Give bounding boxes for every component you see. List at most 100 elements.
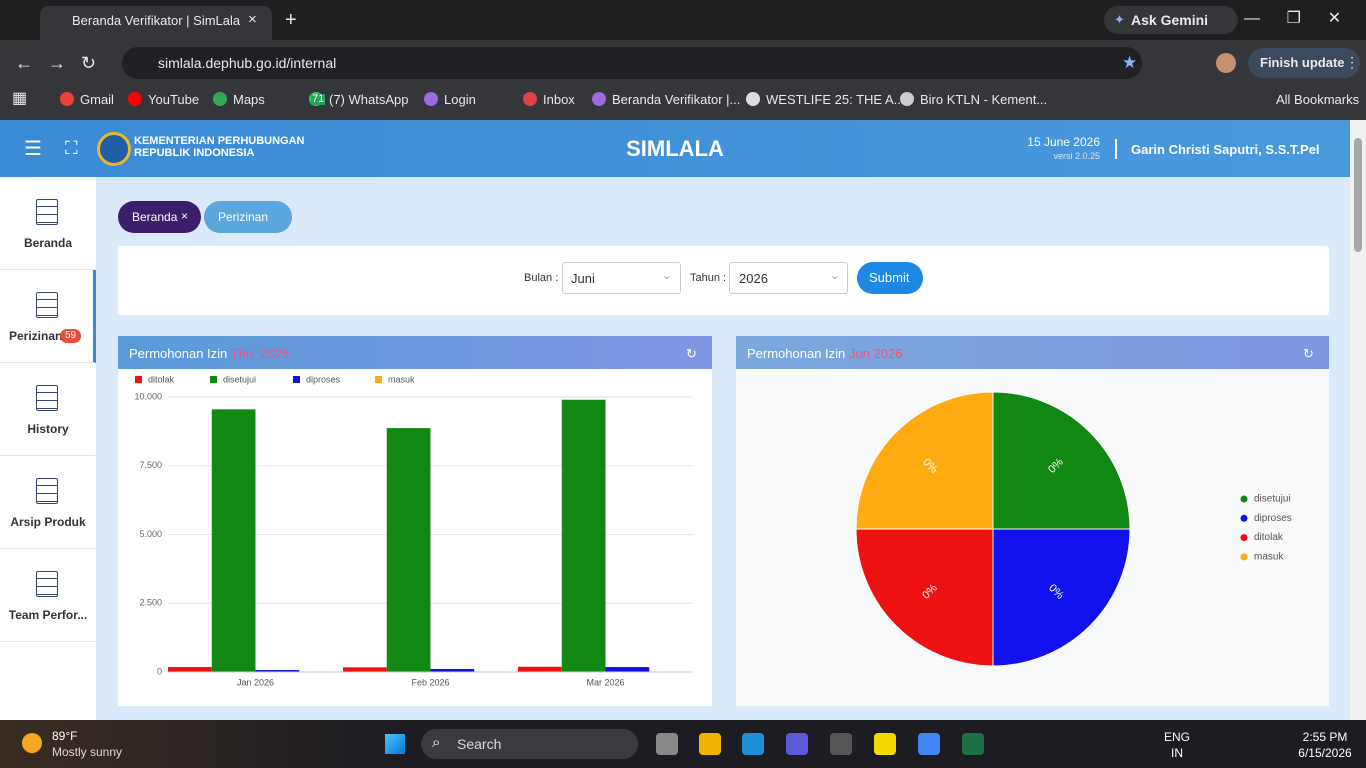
- app-name: SIMLALA: [626, 136, 724, 161]
- tab-beranda[interactable]: [118, 201, 201, 233]
- sidebar-item[interactable]: [0, 456, 96, 549]
- sidebar-icon: [36, 478, 58, 504]
- submit-text: Submit: [869, 270, 910, 285]
- year-select[interactable]: [729, 262, 848, 294]
- month-select[interactable]: [562, 262, 681, 294]
- title-highlight: Thn. 2026: [230, 346, 290, 361]
- profile-avatar[interactable]: [1216, 53, 1236, 73]
- taskbar-app[interactable]: [656, 733, 678, 755]
- search-box[interactable]: [421, 729, 638, 759]
- hamburger[interactable]: ☰: [24, 138, 42, 160]
- gemini-icon: ✦: [1114, 12, 1125, 27]
- refresh[interactable]: ↻: [686, 346, 697, 361]
- legend-label: masuk: [388, 374, 415, 384]
- tab-close[interactable]: ×: [248, 11, 257, 28]
- taskbar-app[interactable]: [874, 733, 896, 755]
- url: simlala.dephub.go.id/internal: [158, 55, 337, 71]
- sidebar-label: Team Perfor...: [8, 608, 88, 622]
- refresh[interactable]: ↻: [1303, 346, 1314, 361]
- ask-gemini-text: Ask Gemini: [1131, 12, 1209, 28]
- fullscreen[interactable]: ⛶: [65, 138, 78, 158]
- bookmark-icon: [523, 92, 537, 106]
- ask-gemini-button[interactable]: [1104, 6, 1238, 34]
- tab-close[interactable]: ×: [181, 209, 189, 223]
- bar: [386, 428, 431, 672]
- sidebar-item[interactable]: [0, 549, 96, 642]
- bookmark-icon: [900, 92, 914, 106]
- bar: [211, 409, 256, 672]
- submit-button[interactable]: [857, 262, 923, 294]
- taskbar: [0, 720, 1366, 768]
- sidebar-label: Arsip Produk: [10, 515, 86, 529]
- bookmark[interactable]: Beranda Verifikator |...: [612, 92, 741, 107]
- scroll-thumb[interactable]: [1354, 138, 1362, 252]
- bookmark[interactable]: Inbox: [543, 92, 575, 107]
- omnibox[interactable]: [122, 47, 1142, 79]
- header-date: 15 June 2026: [1027, 135, 1100, 149]
- bookmark[interactable]: Biro KTLN - Kement...: [920, 92, 1048, 107]
- taskbar-app[interactable]: [830, 733, 852, 755]
- taskbar-app[interactable]: [742, 733, 764, 755]
- weather-icon: [22, 733, 42, 753]
- card-title: Permohonan Izin Jun 2026: [747, 347, 902, 360]
- finish-update-button[interactable]: [1248, 48, 1360, 78]
- whatsapp-badge: 71: [311, 93, 326, 105]
- scrollbar: [1350, 120, 1366, 720]
- caret: ⌄: [830, 270, 840, 282]
- title: Permohonan Izin: [129, 346, 228, 361]
- bookmark[interactable]: Maps: [233, 92, 265, 107]
- taskbar-app[interactable]: [918, 733, 940, 755]
- bookmark[interactable]: (7) WhatsApp: [329, 92, 409, 107]
- pie-slice: [992, 391, 1131, 530]
- taskbar-app[interactable]: [962, 733, 984, 755]
- start-button[interactable]: [385, 734, 405, 754]
- bar-card-header: [118, 336, 712, 369]
- sidebar-item[interactable]: [0, 270, 96, 363]
- tab-label: Beranda: [132, 210, 178, 224]
- taskbar-app[interactable]: [786, 733, 808, 755]
- new-tab[interactable]: +: [285, 9, 297, 31]
- menu-dots[interactable]: ⋮: [1345, 54, 1359, 70]
- finish-update-text: Finish update: [1260, 55, 1345, 70]
- legend-swatch: [135, 376, 142, 383]
- bar: [518, 666, 562, 672]
- active-tab[interactable]: [40, 6, 272, 40]
- title-highlight: Jun 2026: [848, 346, 903, 361]
- bookmark-star[interactable]: ★: [1122, 53, 1138, 72]
- search-icon: ⌕: [432, 734, 441, 751]
- x-tick-label: Mar 2026: [586, 677, 624, 687]
- sidebar-badge: 59: [60, 329, 82, 343]
- tab-perizinan[interactable]: [204, 201, 292, 233]
- user-name[interactable]: Garin Christi Saputri, S.S.T.Pel: [1131, 142, 1320, 157]
- bookmark-icon: [592, 92, 606, 106]
- caret: ⌄: [662, 270, 672, 282]
- sidebar-icon: [36, 571, 58, 597]
- bookmark[interactable]: WESTLIFE 25: THE A...: [766, 92, 905, 107]
- sidebar-item[interactable]: [0, 177, 96, 270]
- legend-swatch: [293, 376, 300, 383]
- sidebar-item[interactable]: [0, 363, 96, 456]
- bookmark[interactable]: YouTube: [148, 92, 200, 107]
- sidebar: [0, 177, 96, 720]
- apps-icon: ▦: [12, 90, 28, 107]
- filter-card: [118, 246, 1329, 315]
- nav-buttons[interactable]: ← → ↻: [15, 53, 97, 73]
- pie-card-header: [736, 336, 1329, 369]
- window-controls[interactable]: — ❐ ✕: [1244, 10, 1342, 27]
- legend-label: ditolak: [1254, 532, 1284, 543]
- legend-swatch: [375, 376, 382, 383]
- sidebar-label: Perizinan: [9, 329, 63, 343]
- bookmark[interactable]: Login: [444, 92, 476, 107]
- bookmark[interactable]: Gmail: [80, 92, 114, 107]
- app-header: [0, 120, 1350, 177]
- sidebar-icon: [36, 292, 58, 318]
- legend-swatch: [210, 376, 217, 383]
- sidebar-label: Beranda: [23, 236, 73, 250]
- all-bookmarks[interactable]: All Bookmarks: [1276, 92, 1360, 107]
- sidebar-icon: [36, 385, 58, 411]
- tab-label: Perizinan: [218, 210, 269, 224]
- year-label: Tahun :: [690, 272, 727, 284]
- clock-date: 6/15/2026: [1298, 746, 1352, 760]
- taskbar-app[interactable]: [699, 733, 721, 755]
